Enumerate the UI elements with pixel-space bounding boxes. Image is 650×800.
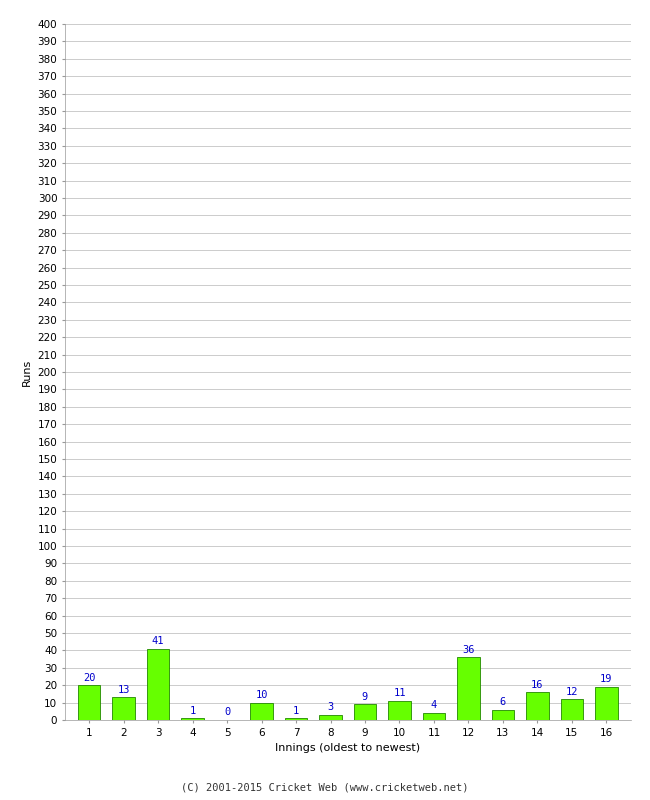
X-axis label: Innings (oldest to newest): Innings (oldest to newest) [275, 743, 421, 753]
Text: 1: 1 [189, 706, 196, 716]
Text: 12: 12 [566, 686, 578, 697]
Y-axis label: Runs: Runs [22, 358, 32, 386]
Bar [491, 710, 514, 720]
Text: 6: 6 [500, 697, 506, 707]
Text: 11: 11 [393, 688, 406, 698]
Text: 16: 16 [531, 679, 543, 690]
Text: 36: 36 [462, 645, 474, 654]
Text: 19: 19 [600, 674, 612, 684]
Bar [250, 702, 273, 720]
Text: 20: 20 [83, 673, 96, 682]
Bar [561, 699, 583, 720]
Bar [181, 718, 204, 720]
Bar [319, 714, 342, 720]
Bar [388, 701, 411, 720]
Bar [354, 704, 376, 720]
Bar [595, 687, 617, 720]
Bar [112, 698, 135, 720]
Bar [457, 658, 480, 720]
Text: 0: 0 [224, 707, 230, 718]
Text: 3: 3 [328, 702, 333, 712]
Text: 1: 1 [293, 706, 299, 716]
Text: 10: 10 [255, 690, 268, 700]
Bar [78, 685, 100, 720]
Bar [422, 713, 445, 720]
Text: 9: 9 [362, 692, 368, 702]
Text: 4: 4 [431, 701, 437, 710]
Text: 13: 13 [118, 685, 130, 694]
Bar [147, 649, 169, 720]
Bar [285, 718, 307, 720]
Text: (C) 2001-2015 Cricket Web (www.cricketweb.net): (C) 2001-2015 Cricket Web (www.cricketwe… [181, 782, 469, 792]
Text: 41: 41 [152, 636, 164, 646]
Bar [526, 692, 549, 720]
